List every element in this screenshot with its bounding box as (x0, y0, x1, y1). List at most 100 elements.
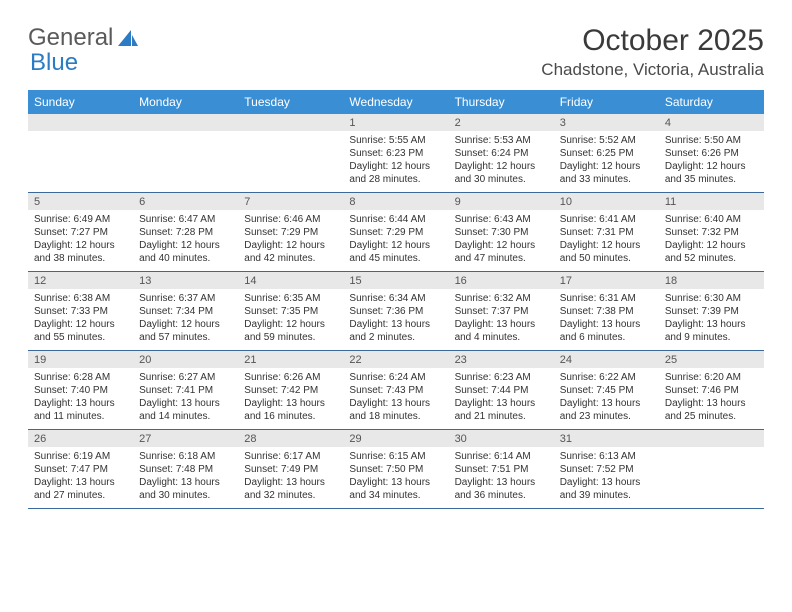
day-info-line: and 45 minutes. (349, 252, 442, 265)
day-cell: 24Sunrise: 6:22 AMSunset: 7:45 PMDayligh… (554, 351, 659, 429)
day-body: Sunrise: 6:46 AMSunset: 7:29 PMDaylight:… (238, 210, 343, 271)
day-number: 6 (133, 193, 238, 210)
day-info-line: Daylight: 13 hours (455, 318, 548, 331)
day-cell: 8Sunrise: 6:44 AMSunset: 7:29 PMDaylight… (343, 193, 448, 271)
day-info-line: Sunset: 7:43 PM (349, 384, 442, 397)
day-info-line: Daylight: 13 hours (455, 397, 548, 410)
day-info-line: Sunset: 6:25 PM (560, 147, 653, 160)
day-number: 9 (449, 193, 554, 210)
day-cell: 9Sunrise: 6:43 AMSunset: 7:30 PMDaylight… (449, 193, 554, 271)
day-info-line: and 14 minutes. (139, 410, 232, 423)
day-info-line: Sunset: 7:44 PM (455, 384, 548, 397)
day-info-line: Sunset: 7:29 PM (349, 226, 442, 239)
day-number (238, 114, 343, 131)
day-info-line: Daylight: 12 hours (560, 160, 653, 173)
week-row: 26Sunrise: 6:19 AMSunset: 7:47 PMDayligh… (28, 430, 764, 509)
day-info-line: Sunset: 7:41 PM (139, 384, 232, 397)
day-info-line: and 2 minutes. (349, 331, 442, 344)
day-info-line: and 39 minutes. (560, 489, 653, 502)
day-body (659, 447, 764, 505)
day-number: 25 (659, 351, 764, 368)
day-info-line: Sunrise: 6:32 AM (455, 292, 548, 305)
day-number: 5 (28, 193, 133, 210)
day-info-line: Sunrise: 6:40 AM (665, 213, 758, 226)
day-number (659, 430, 764, 447)
day-cell: 25Sunrise: 6:20 AMSunset: 7:46 PMDayligh… (659, 351, 764, 429)
weekday-header: Friday (554, 90, 659, 114)
day-info-line: Daylight: 12 hours (34, 239, 127, 252)
day-info-line: Daylight: 12 hours (349, 160, 442, 173)
day-info-line: Sunrise: 6:49 AM (34, 213, 127, 226)
day-info-line: Sunset: 7:49 PM (244, 463, 337, 476)
day-info-line: Sunrise: 6:19 AM (34, 450, 127, 463)
day-cell: 14Sunrise: 6:35 AMSunset: 7:35 PMDayligh… (238, 272, 343, 350)
day-info-line: Sunset: 7:28 PM (139, 226, 232, 239)
day-info-line: Daylight: 12 hours (349, 239, 442, 252)
day-body: Sunrise: 6:24 AMSunset: 7:43 PMDaylight:… (343, 368, 448, 429)
day-info-line: Sunrise: 6:47 AM (139, 213, 232, 226)
day-info-line: and 32 minutes. (244, 489, 337, 502)
day-number (133, 114, 238, 131)
day-info-line: Sunset: 7:47 PM (34, 463, 127, 476)
day-info-line: and 36 minutes. (455, 489, 548, 502)
day-body: Sunrise: 6:30 AMSunset: 7:39 PMDaylight:… (659, 289, 764, 350)
day-body: Sunrise: 6:47 AMSunset: 7:28 PMDaylight:… (133, 210, 238, 271)
day-info-line: Daylight: 12 hours (34, 318, 127, 331)
day-cell: 21Sunrise: 6:26 AMSunset: 7:42 PMDayligh… (238, 351, 343, 429)
weekday-header: Sunday (28, 90, 133, 114)
weekday-header-row: SundayMondayTuesdayWednesdayThursdayFrid… (28, 90, 764, 114)
day-info-line: Sunset: 7:52 PM (560, 463, 653, 476)
day-info-line: Daylight: 12 hours (665, 160, 758, 173)
day-body: Sunrise: 5:53 AMSunset: 6:24 PMDaylight:… (449, 131, 554, 192)
day-info-line: Daylight: 13 hours (34, 476, 127, 489)
day-number (28, 114, 133, 131)
day-info-line: and 27 minutes. (34, 489, 127, 502)
day-body: Sunrise: 6:28 AMSunset: 7:40 PMDaylight:… (28, 368, 133, 429)
day-number: 21 (238, 351, 343, 368)
day-info-line: Daylight: 13 hours (139, 476, 232, 489)
day-info-line: Daylight: 13 hours (560, 397, 653, 410)
day-body: Sunrise: 6:27 AMSunset: 7:41 PMDaylight:… (133, 368, 238, 429)
day-body: Sunrise: 6:34 AMSunset: 7:36 PMDaylight:… (343, 289, 448, 350)
day-info-line: Sunrise: 6:43 AM (455, 213, 548, 226)
day-info-line: Sunrise: 6:15 AM (349, 450, 442, 463)
logo-sail-icon (117, 28, 139, 48)
day-cell: 1Sunrise: 5:55 AMSunset: 6:23 PMDaylight… (343, 114, 448, 192)
day-info-line: Daylight: 12 hours (139, 239, 232, 252)
day-info-line: Sunrise: 6:20 AM (665, 371, 758, 384)
day-info-line: Sunrise: 6:37 AM (139, 292, 232, 305)
day-cell: 20Sunrise: 6:27 AMSunset: 7:41 PMDayligh… (133, 351, 238, 429)
day-info-line: Daylight: 13 hours (560, 318, 653, 331)
day-info-line: Sunrise: 6:35 AM (244, 292, 337, 305)
day-body: Sunrise: 6:13 AMSunset: 7:52 PMDaylight:… (554, 447, 659, 508)
day-info-line: Daylight: 12 hours (665, 239, 758, 252)
day-number: 13 (133, 272, 238, 289)
day-body: Sunrise: 6:38 AMSunset: 7:33 PMDaylight:… (28, 289, 133, 350)
day-body: Sunrise: 5:52 AMSunset: 6:25 PMDaylight:… (554, 131, 659, 192)
day-info-line: Sunrise: 6:41 AM (560, 213, 653, 226)
day-info-line: and 50 minutes. (560, 252, 653, 265)
day-number: 20 (133, 351, 238, 368)
day-number: 24 (554, 351, 659, 368)
day-info-line: Sunset: 7:42 PM (244, 384, 337, 397)
day-info-line: Sunset: 7:45 PM (560, 384, 653, 397)
day-info-line: and 6 minutes. (560, 331, 653, 344)
calendar-grid: 1Sunrise: 5:55 AMSunset: 6:23 PMDaylight… (28, 114, 764, 509)
week-row: 1Sunrise: 5:55 AMSunset: 6:23 PMDaylight… (28, 114, 764, 193)
weekday-header: Monday (133, 90, 238, 114)
day-info-line: and 30 minutes. (139, 489, 232, 502)
day-cell: 12Sunrise: 6:38 AMSunset: 7:33 PMDayligh… (28, 272, 133, 350)
header: General October 2025 Chadstone, Victoria… (28, 24, 764, 80)
day-info-line: Sunrise: 6:30 AM (665, 292, 758, 305)
day-info-line: and 21 minutes. (455, 410, 548, 423)
day-body: Sunrise: 6:35 AMSunset: 7:35 PMDaylight:… (238, 289, 343, 350)
day-body: Sunrise: 6:22 AMSunset: 7:45 PMDaylight:… (554, 368, 659, 429)
calendar-page: General October 2025 Chadstone, Victoria… (0, 0, 792, 525)
day-info-line: Sunset: 7:36 PM (349, 305, 442, 318)
day-info-line: Sunset: 7:32 PM (665, 226, 758, 239)
day-info-line: Sunset: 7:51 PM (455, 463, 548, 476)
logo-text-1: General (28, 24, 113, 52)
day-info-line: Daylight: 13 hours (139, 397, 232, 410)
day-info-line: and 9 minutes. (665, 331, 758, 344)
day-info-line: and 11 minutes. (34, 410, 127, 423)
